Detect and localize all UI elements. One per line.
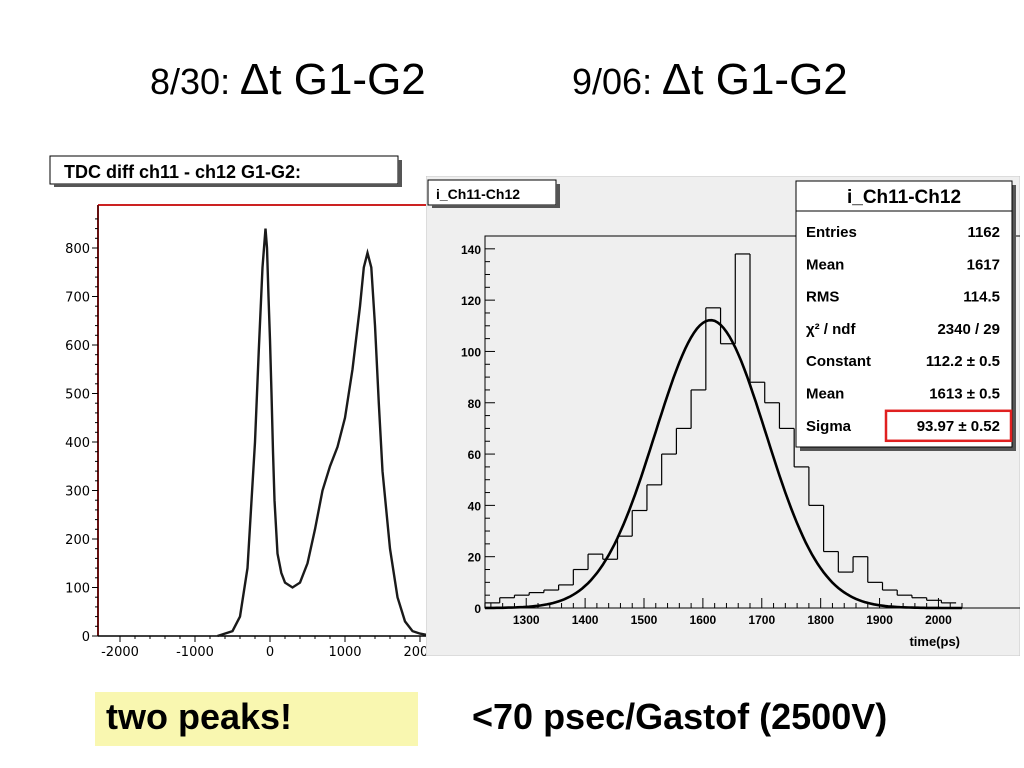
- left-title-box: [49, 155, 399, 185]
- stats-box: i_Ch11-Ch12 Entries 1162 Mean 1617 RMS 114.5 χ²…: [795, 180, 1016, 451]
- right-x-tick-label: 1900: [866, 613, 893, 627]
- left-y-tick-label: 100: [65, 582, 90, 597]
- right-axis-ticks: 0 20 40 60 80 100 120 140 1300 1400 1500 1600 1700 18…: [461, 243, 963, 627]
- left-y-tick-label: 500: [65, 388, 90, 403]
- right-y-tick-label: 60: [468, 448, 482, 462]
- stats-row-label: Mean: [806, 256, 844, 273]
- left-title-box-shadow-bottom: [54, 184, 402, 187]
- right-x-tick-label: 1400: [572, 613, 599, 627]
- stats-row-label: Entries: [806, 224, 857, 241]
- left-axis-ticks: 0 100 200 300 400 500 600 700 800 -2000 -1000 0 1000…: [65, 218, 430, 660]
- right-title-main: Δt G1-G2: [661, 55, 848, 104]
- right-x-tick-label: 2000: [925, 613, 952, 627]
- right-x-axis-label: time(ps): [909, 634, 960, 649]
- left-plot-area: [98, 200, 430, 636]
- stats-row-value: 114.5: [963, 289, 1000, 306]
- stats-row-label: χ² / ndf: [806, 321, 856, 338]
- left-y-tick-label: 0: [82, 630, 90, 645]
- right-title: 9/06: Δt G1-G2: [572, 55, 848, 105]
- stats-row-value: 112.2 ± 0.5: [926, 353, 1000, 370]
- right-y-tick-label: 0: [474, 602, 481, 616]
- stats-box-title: i_Ch11-Ch12: [847, 187, 961, 208]
- stats-row-value: 1617: [967, 256, 1000, 273]
- right-x-tick-label: 1700: [748, 613, 775, 627]
- gaussian-fit-curve: [485, 318, 962, 610]
- right-title-box: [427, 179, 557, 206]
- right-plot-frame: [484, 235, 1020, 609]
- left-x-tick-label: -1000: [176, 645, 214, 660]
- right-title-box-shadow-bottom: [432, 205, 560, 208]
- left-y-tick-label: 300: [65, 485, 90, 500]
- left-chart-title: TDC diff ch11 - ch12 G1-G2:: [64, 162, 301, 182]
- left-y-tick-label: 200: [65, 533, 90, 548]
- right-y-tick-label: 100: [461, 345, 481, 359]
- stats-row-value: 93.97 ± 0.52: [917, 418, 1000, 435]
- left-y-tick-label: 800: [65, 242, 90, 257]
- left-y-tick-label: 600: [65, 339, 90, 354]
- left-note-highlight: [95, 692, 418, 746]
- right-y-tick-label: 20: [468, 551, 482, 565]
- left-y-tick-label: 700: [65, 291, 90, 306]
- stats-row-label: Mean: [806, 386, 844, 403]
- right-title-date: 9/06:: [572, 61, 653, 102]
- stats-row-label: RMS: [806, 289, 839, 306]
- right-y-tick-label: 80: [468, 397, 482, 411]
- right-y-tick-label: 120: [461, 294, 481, 308]
- right-x-tick-label: 1800: [807, 613, 834, 627]
- left-title-main: Δt G1-G2: [239, 55, 426, 104]
- right-y-tick-label: 140: [461, 243, 481, 257]
- left-x-tick-label: 0: [266, 645, 274, 660]
- left-title-box-shadow-right: [398, 160, 402, 187]
- right-note: <70 psec/Gastof (2500V): [472, 696, 888, 737]
- stats-row-value: 1162: [967, 224, 1000, 241]
- stats-row-value: 2340 / 29: [937, 321, 1000, 338]
- right-histogram-chart: 0 20 40 60 80 100 120 140 1300 1400 1500 1600 1700 18…: [426, 176, 1020, 656]
- stats-row-label: Sigma: [806, 418, 852, 435]
- left-histogram-chart: 0 100 200 300 400 500 600 700 800 -2000 -1000 0 1000…: [40, 148, 430, 660]
- left-y-tick-label: 400: [65, 436, 90, 451]
- left-title: 8/30: Δt G1-G2: [150, 55, 426, 105]
- left-series-line: [217, 228, 430, 638]
- right-x-tick-label: 1300: [513, 613, 540, 627]
- right-x-tick-label: 1600: [690, 613, 717, 627]
- stats-box-frame: [795, 180, 1013, 448]
- right-x-tick-label: 1500: [631, 613, 658, 627]
- sigma-highlight-box: [884, 409, 1013, 443]
- left-x-tick-label: 1000: [328, 645, 361, 660]
- left-x-tick-label: -2000: [101, 645, 139, 660]
- left-x-tick-label: 2000: [403, 645, 430, 660]
- right-chart-title: i_Ch11-Ch12: [436, 186, 520, 202]
- stats-row-label: Constant: [806, 353, 871, 370]
- left-note: two peaks!: [106, 696, 293, 737]
- right-title-box-shadow-right: [556, 184, 560, 208]
- right-histogram-bins: [484, 253, 957, 608]
- stats-row-value: 1613 ± 0.5: [929, 386, 1000, 403]
- left-title-date: 8/30:: [150, 61, 231, 102]
- right-y-tick-label: 40: [468, 499, 482, 513]
